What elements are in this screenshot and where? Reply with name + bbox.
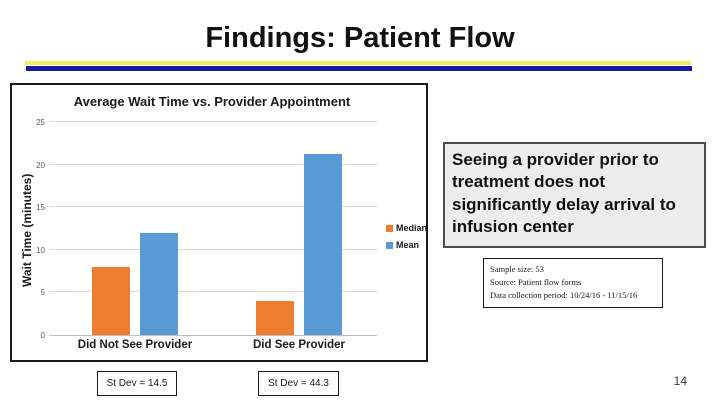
legend-swatch-icon — [386, 224, 393, 232]
chart-gridline — [49, 291, 377, 293]
chart-y-tick-label: 5 — [40, 288, 45, 298]
chart-gridline — [49, 206, 377, 208]
legend-swatch-icon — [386, 241, 393, 249]
chart-y-tick-label: 20 — [36, 160, 45, 170]
chart-category-label: Did See Provider — [252, 339, 346, 351]
note-line: Data collection period: 10/24/16 - 11/15… — [490, 289, 638, 300]
chart-gridline — [49, 248, 377, 250]
wait-time-chart: Average Wait Time vs. Provider Appointme… — [10, 83, 428, 362]
bar-mean-1 — [140, 232, 178, 335]
title-underline-yellow — [25, 61, 691, 65]
note-line: Source: Patient flow forms — [490, 276, 582, 287]
chart-category-label: Did Not See Provider — [77, 339, 193, 351]
chart-title: Average Wait Time vs. Provider Appointme… — [73, 94, 351, 109]
legend-label: Mean — [396, 240, 420, 250]
chart-legend: Median Mean — [386, 223, 427, 250]
bar-median-2 — [256, 300, 294, 335]
legend-item-median: Median — [386, 223, 427, 233]
title-underline-navy — [26, 66, 692, 71]
chart-gridline — [49, 121, 377, 122]
stdev-box-did-see: St Dev = 44.3 — [258, 371, 339, 396]
chart-plot-area — [49, 121, 377, 336]
page-number: 14 — [673, 374, 687, 388]
chart-x-axis — [49, 335, 377, 336]
finding-callout: Seeing a provider prior to treatment doe… — [443, 142, 706, 248]
legend-label: Median — [396, 223, 428, 233]
chart-gridline — [49, 163, 377, 165]
chart-y-axis-label: Wait Time (minutes) — [20, 173, 34, 287]
chart-y-tick-label: 25 — [36, 118, 45, 127]
chart-y-tick-label: 0 — [40, 331, 45, 340]
bar-median-1 — [92, 266, 130, 335]
chart-y-tick-label: 10 — [36, 245, 45, 255]
note-line: Sample size: 53 — [490, 264, 544, 274]
bar-mean-2 — [304, 153, 342, 335]
legend-item-mean: Mean — [386, 240, 427, 250]
sample-note-box: Sample size: 53 Source: Patient flow form… — [483, 258, 663, 308]
chart-y-tick-label: 15 — [36, 203, 45, 213]
stdev-box-did-not-see: St Dev = 14.5 — [97, 371, 177, 396]
page-title: Findings: Patient Flow — [205, 22, 515, 54]
